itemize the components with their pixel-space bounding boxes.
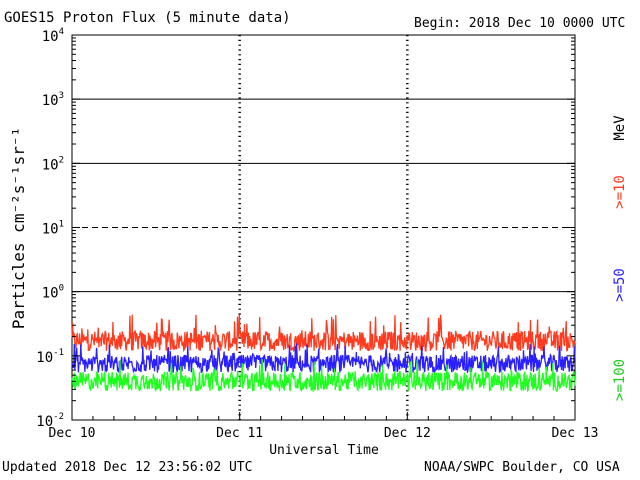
series-line-2 bbox=[71, 359, 576, 393]
ytick-label-4: 102 bbox=[42, 155, 64, 173]
xtick-label-0: Dec 10 bbox=[49, 426, 96, 441]
ytick-label-2: 100 bbox=[42, 284, 64, 302]
y-axis-label: Particles cm⁻²s⁻¹sr⁻¹ bbox=[9, 127, 28, 329]
footer-source: NOAA/SWPC Boulder, CO USA bbox=[424, 460, 620, 475]
ytick-label-0: 10-2 bbox=[36, 412, 64, 430]
series-line-1 bbox=[71, 343, 576, 374]
ytick-label-6: 104 bbox=[42, 27, 64, 45]
footer-updated: Updated 2018 Dec 12 23:56:02 UTC bbox=[2, 460, 253, 475]
legend-ge10: >=10 bbox=[612, 175, 628, 209]
ytick-label-5: 103 bbox=[42, 91, 64, 109]
xtick-label-3: Dec 13 bbox=[552, 426, 599, 441]
series-line-0 bbox=[71, 314, 576, 353]
xtick-label-1: Dec 11 bbox=[216, 426, 263, 441]
legend-ge50: >=50 bbox=[612, 268, 628, 302]
xtick-label-2: Dec 12 bbox=[384, 426, 431, 441]
x-axis-label: Universal Time bbox=[269, 443, 379, 458]
ytick-label-3: 101 bbox=[42, 220, 64, 238]
unit-label-mev: MeV bbox=[612, 115, 628, 141]
legend-ge100: >=100 bbox=[612, 359, 628, 401]
chart-title: GOES15 Proton Flux (5 minute data) bbox=[4, 10, 291, 26]
ytick-label-1: 10-1 bbox=[36, 348, 64, 366]
begin-label: Begin: 2018 Dec 10 0000 UTC bbox=[414, 16, 626, 31]
